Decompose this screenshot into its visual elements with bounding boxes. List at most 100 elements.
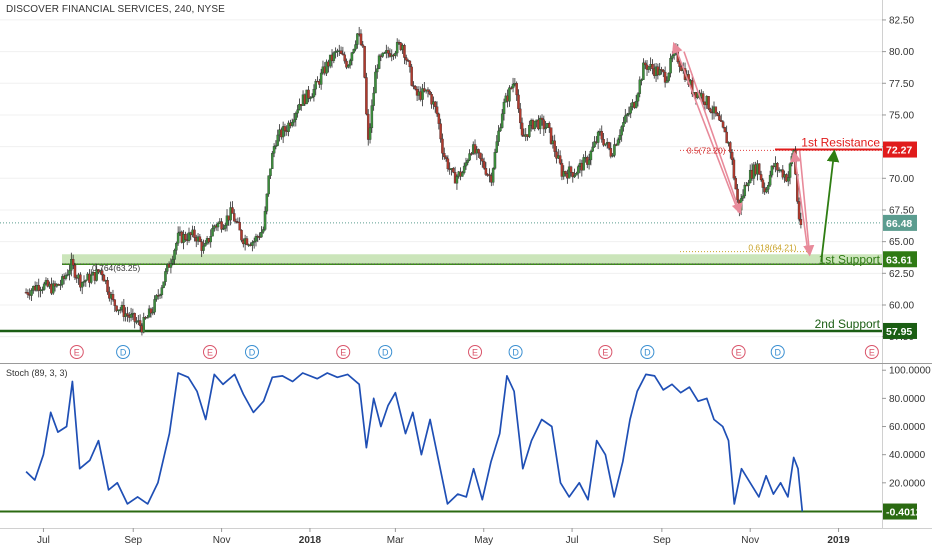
candle-body <box>519 108 522 124</box>
candle-body <box>558 155 562 164</box>
candle-body <box>671 55 674 59</box>
dividend-event-icon[interactable]: D <box>245 345 259 359</box>
candle <box>542 115 546 136</box>
support-1-price-badge-bg <box>883 251 917 268</box>
candle-body <box>211 228 214 237</box>
candle <box>636 92 640 107</box>
candle-body <box>730 152 734 161</box>
candle <box>765 186 768 194</box>
event-circle <box>508 345 523 359</box>
candle <box>428 89 432 96</box>
candle <box>164 268 167 286</box>
candle <box>435 101 439 117</box>
candle <box>26 289 30 299</box>
candle-body <box>309 97 312 100</box>
candle-body <box>651 64 654 70</box>
candle <box>37 278 40 298</box>
candle <box>30 288 33 301</box>
candle <box>296 104 299 118</box>
candle-body <box>701 93 705 103</box>
candle <box>707 95 710 111</box>
stoch-value-badge-text: -0.4012 <box>886 507 922 519</box>
candle-body <box>146 317 149 319</box>
support-2-price-badge: 57.95 <box>883 322 917 339</box>
candle <box>46 278 50 288</box>
candle-body <box>254 236 258 242</box>
candle <box>441 133 444 160</box>
candle <box>482 157 486 170</box>
candle <box>325 59 328 77</box>
dividend-event-icon[interactable]: D <box>640 345 655 359</box>
candle <box>158 293 162 300</box>
candle <box>274 140 278 150</box>
support-zone <box>62 254 882 265</box>
candle <box>426 87 430 98</box>
candle-body <box>428 91 432 95</box>
event-label: E <box>340 348 346 358</box>
candle-body <box>768 174 772 186</box>
earnings-event-icon[interactable]: E <box>598 345 613 359</box>
candle <box>446 155 450 172</box>
candle <box>350 52 354 66</box>
candle-body <box>222 228 225 230</box>
candle <box>309 96 312 102</box>
candle-body <box>345 60 348 68</box>
projection-arrow-down-2 <box>798 150 815 257</box>
earnings-event-icon[interactable]: E <box>864 345 879 359</box>
stoch-tick-label: 80.0000 <box>889 394 926 405</box>
earnings-event-icon[interactable]: E <box>468 345 483 359</box>
dividend-event-icon[interactable]: D <box>378 345 393 359</box>
candle-body <box>276 134 279 146</box>
candle-body <box>482 161 486 169</box>
candle <box>761 178 765 194</box>
candle <box>292 113 296 127</box>
candle-body <box>739 198 743 211</box>
dividend-event-icon[interactable]: D <box>116 345 131 359</box>
candle-body <box>542 119 546 130</box>
time-tick-label: 2018 <box>299 535 322 546</box>
earnings-event-icon[interactable]: E <box>731 345 746 359</box>
earnings-event-icon[interactable]: E <box>336 345 351 359</box>
candle-body <box>549 127 553 144</box>
candle <box>89 269 93 285</box>
earnings-event-icon[interactable]: E <box>69 345 84 359</box>
candle-body <box>437 113 441 124</box>
candle <box>582 154 585 171</box>
candle-body <box>233 213 236 222</box>
candle <box>245 236 249 246</box>
candle <box>638 76 642 98</box>
candle-body <box>37 285 40 291</box>
candle-body <box>59 284 62 286</box>
dividend-event-icon[interactable]: D <box>770 345 785 359</box>
candle-body <box>359 33 363 45</box>
price-tick-label: 70.00 <box>889 174 914 185</box>
dividend-event-icon[interactable]: D <box>508 345 523 359</box>
candle <box>620 125 623 142</box>
candle-body <box>312 88 316 97</box>
candle-body <box>500 113 504 128</box>
candle <box>283 123 287 137</box>
candle <box>538 115 542 134</box>
candle <box>334 47 337 59</box>
candle <box>171 255 174 266</box>
candle-body <box>193 229 196 238</box>
stoch-tick-label: 60.0000 <box>889 422 926 433</box>
event-circle <box>468 345 483 359</box>
earnings-event-icon[interactable]: E <box>203 345 217 359</box>
candle-body <box>251 242 254 246</box>
candle <box>332 51 336 64</box>
candle-body <box>593 141 596 148</box>
candle-body <box>82 281 86 283</box>
candle <box>477 148 480 158</box>
candle <box>365 72 368 116</box>
candle <box>251 240 254 252</box>
candle-body <box>274 145 278 147</box>
candle-body <box>466 159 470 163</box>
candle <box>461 170 464 177</box>
candle <box>732 157 736 181</box>
candle-body <box>126 313 129 316</box>
candle <box>51 280 55 295</box>
candle <box>716 111 719 117</box>
candle <box>95 263 98 282</box>
